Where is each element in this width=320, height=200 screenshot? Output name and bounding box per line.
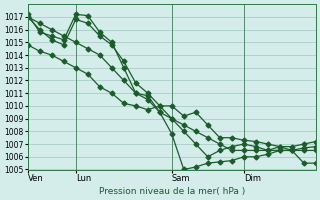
- X-axis label: Pression niveau de la mer( hPa ): Pression niveau de la mer( hPa ): [99, 187, 245, 196]
